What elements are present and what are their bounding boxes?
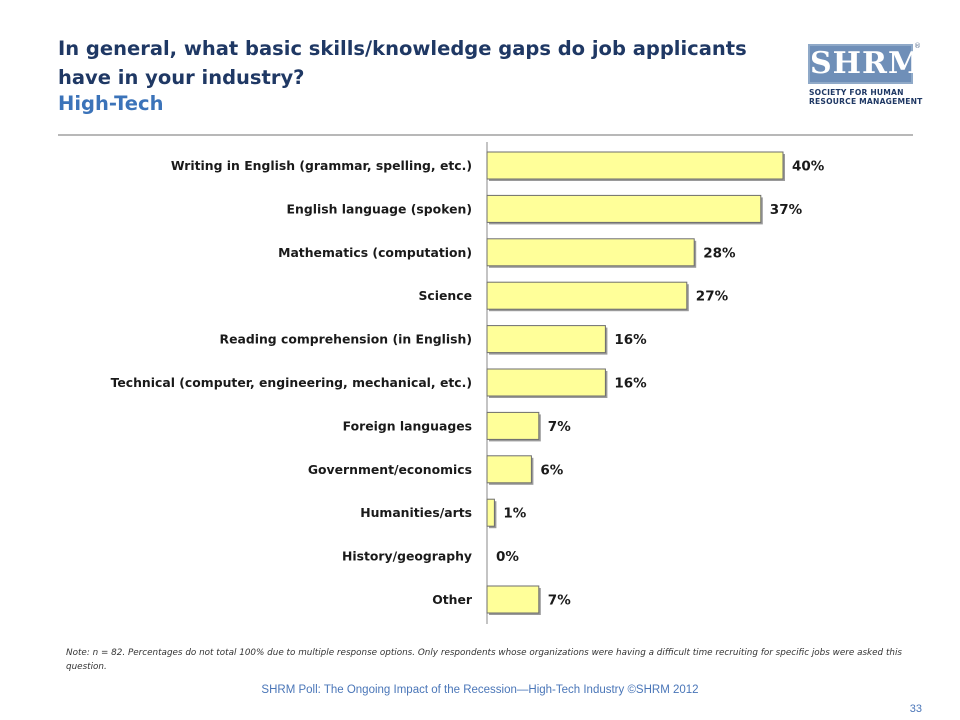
bar bbox=[486, 455, 532, 484]
bar bbox=[486, 151, 784, 180]
category-label: Mathematics (computation) bbox=[278, 245, 472, 260]
category-label: English language (spoken) bbox=[287, 201, 472, 216]
category-label: Foreign languages bbox=[343, 418, 472, 433]
logo-tagline: SOCIETY FOR HUMAN RESOURCE MANAGEMENT bbox=[809, 88, 923, 106]
data-label: 27% bbox=[696, 289, 729, 305]
category-label: History/geography bbox=[342, 549, 472, 564]
category-label: Writing in English (grammar, spelling, e… bbox=[171, 158, 472, 173]
data-label: 16% bbox=[614, 376, 647, 392]
slide-subtitle: High-Tech bbox=[58, 92, 164, 115]
logo-tagline-line1: SOCIETY FOR HUMAN bbox=[809, 88, 904, 97]
data-label: 7% bbox=[548, 593, 571, 609]
bar bbox=[486, 194, 762, 223]
category-label: Other bbox=[432, 592, 473, 607]
category-label: Humanities/arts bbox=[360, 505, 472, 520]
data-label: 16% bbox=[614, 332, 647, 348]
bar bbox=[486, 585, 540, 614]
bar bbox=[486, 411, 540, 440]
title-divider bbox=[58, 134, 913, 136]
bar bbox=[486, 368, 606, 397]
category-label: Science bbox=[419, 288, 473, 303]
bar-chart: Writing in English (grammar, spelling, e… bbox=[111, 142, 825, 624]
bar bbox=[486, 281, 688, 310]
category-label: Government/economics bbox=[308, 462, 472, 477]
category-label: Reading comprehension (in English) bbox=[220, 332, 472, 347]
data-label: 6% bbox=[540, 462, 563, 478]
bar bbox=[486, 498, 495, 527]
shrm-logo: SHRM ® SOCIETY FOR HUMAN RESOURCE MANAGE… bbox=[808, 42, 923, 116]
data-label: 0% bbox=[496, 549, 519, 565]
logo-tagline-line2: RESOURCE MANAGEMENT bbox=[809, 97, 923, 106]
data-label: 28% bbox=[703, 245, 736, 261]
data-label: 37% bbox=[770, 202, 803, 218]
footer-text: SHRM Poll: The Ongoing Impact of the Rec… bbox=[261, 684, 699, 696]
logo-wordmark: SHRM bbox=[808, 44, 921, 84]
data-label: 7% bbox=[548, 419, 571, 435]
data-label: 1% bbox=[503, 506, 526, 522]
category-label: Technical (computer, engineering, mechan… bbox=[111, 375, 472, 390]
logo-registered-mark: ® bbox=[914, 42, 921, 50]
slide-title: In general, what basic skills/knowledge … bbox=[58, 37, 747, 89]
bar bbox=[486, 238, 695, 267]
bar bbox=[486, 325, 606, 354]
page-number: 33 bbox=[909, 703, 922, 715]
chart-note: Note: n = 82. Percentages do not total 1… bbox=[66, 648, 902, 672]
data-label: 40% bbox=[792, 159, 825, 175]
